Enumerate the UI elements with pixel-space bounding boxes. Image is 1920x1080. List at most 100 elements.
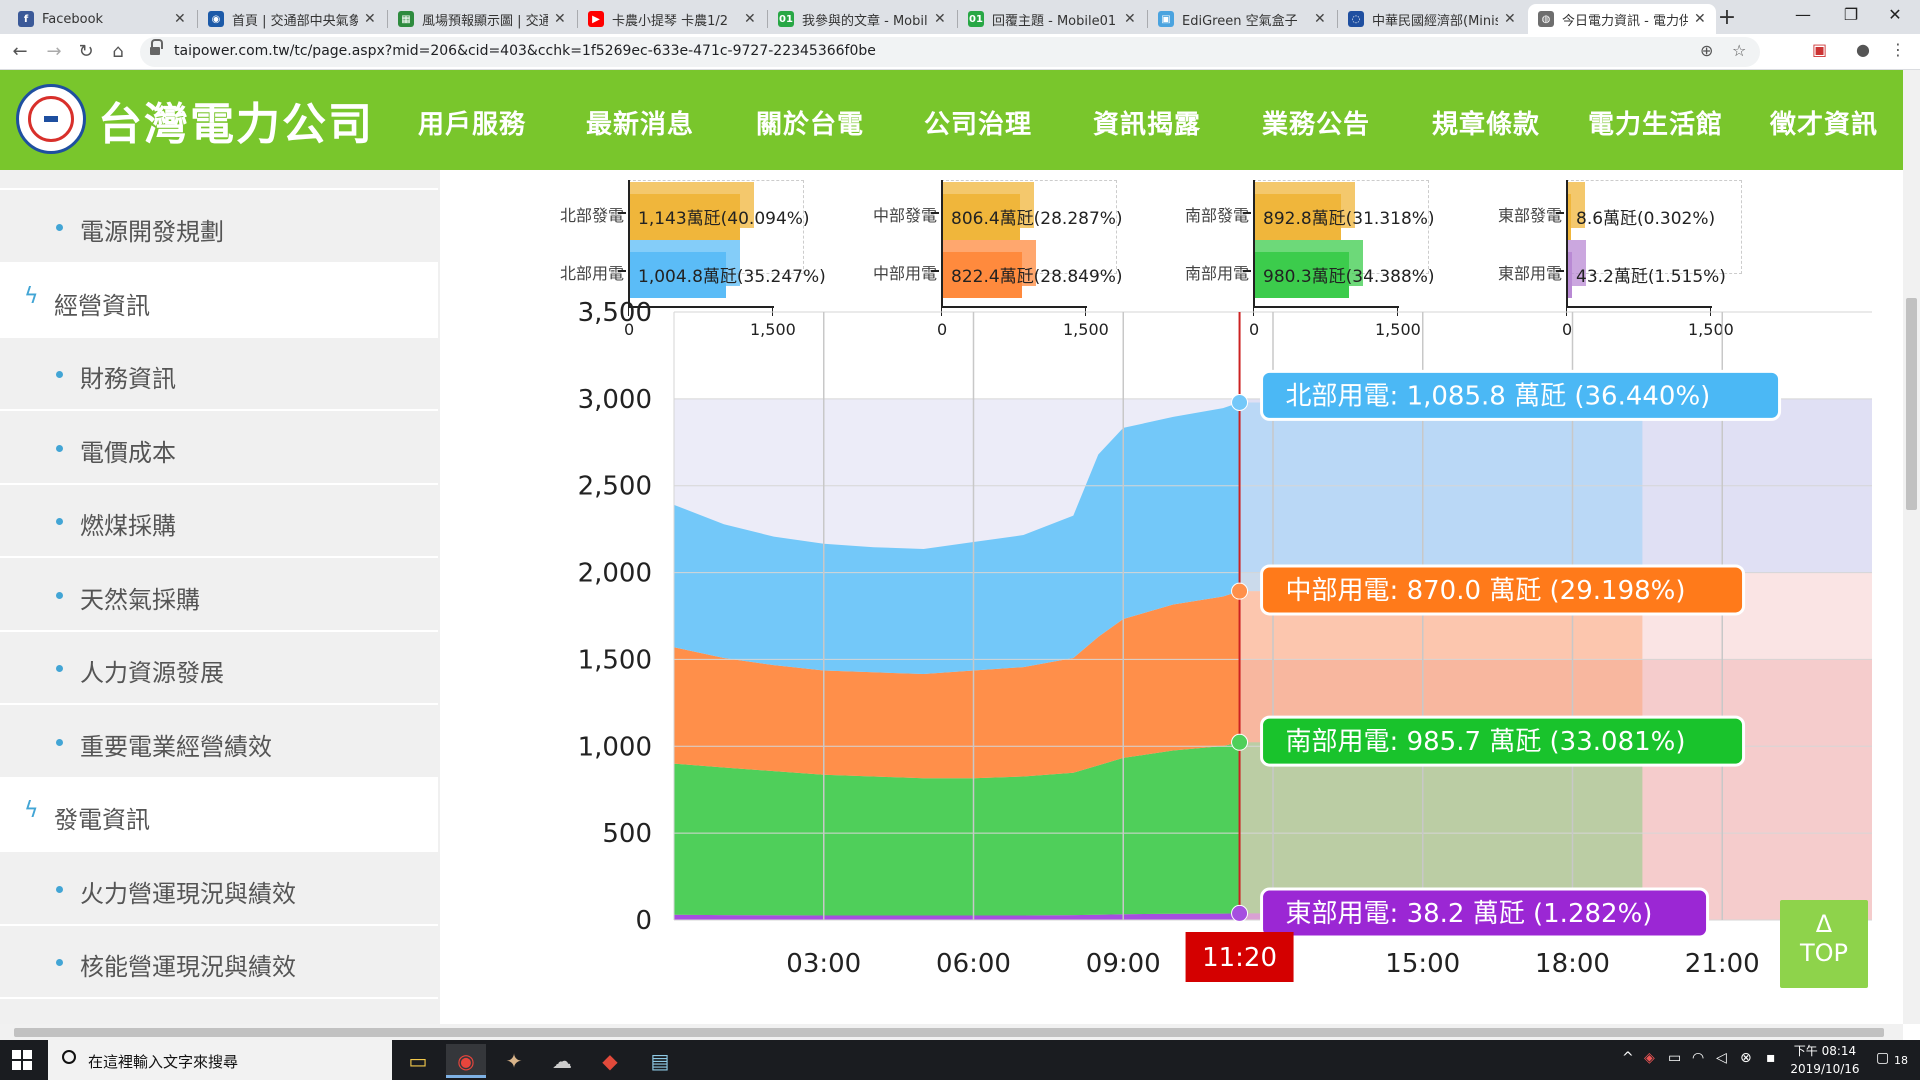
- sidebar-item[interactable]: 天然氣採購: [0, 558, 438, 630]
- browser-tab[interactable]: ◍ 今日電力資訊 - 電力供 ✕: [1528, 4, 1716, 34]
- notification-icon[interactable]: ▢: [1876, 1050, 1890, 1066]
- tab-favicon-icon: 01: [968, 11, 984, 27]
- region-use-bar[interactable]: [630, 240, 741, 298]
- scrollbar-thumb[interactable]: [1906, 298, 1917, 510]
- region-use-bar[interactable]: [1568, 240, 1587, 298]
- tab-close-icon[interactable]: ✕: [554, 11, 566, 27]
- tray-circle-icon[interactable]: ⊗: [1740, 1050, 1752, 1066]
- back-arrow-icon[interactable]: ←: [12, 41, 28, 62]
- taskbar-search-box[interactable]: 在這裡輸入文字來搜尋: [48, 1040, 392, 1080]
- series-marker[interactable]: [1231, 904, 1249, 922]
- menu-item[interactable]: 徵才資訊: [1770, 110, 1879, 140]
- tray-chevron-icon[interactable]: ^: [1622, 1050, 1634, 1066]
- tab-close-icon[interactable]: ✕: [1694, 11, 1706, 27]
- tray-battery-icon[interactable]: ▭: [1668, 1050, 1682, 1066]
- sidebar-item[interactable]: 火力營運現況與績效: [0, 852, 438, 924]
- region-gen-bar[interactable]: [1255, 182, 1355, 240]
- series-area-1[interactable]: [674, 742, 1240, 916]
- tab-close-icon[interactable]: ✕: [934, 11, 946, 27]
- series-marker[interactable]: [1231, 733, 1249, 751]
- home-icon[interactable]: ⌂: [112, 41, 124, 62]
- sidebar-item[interactable]: 燃煤採購: [0, 484, 438, 556]
- system-clock[interactable]: 下午 08:14 2019/10/16: [1790, 1042, 1860, 1078]
- menu-item[interactable]: 最新消息: [586, 110, 695, 140]
- region-gen-bar[interactable]: [943, 182, 1035, 240]
- chrome-icon[interactable]: ◉: [446, 1044, 486, 1078]
- bullet-dot-icon: [56, 518, 63, 525]
- logo-text[interactable]: 台灣電力公司: [98, 99, 374, 150]
- tab-close-icon[interactable]: ✕: [744, 11, 756, 27]
- tab-close-icon[interactable]: ✕: [174, 11, 186, 27]
- file-explorer-icon[interactable]: ▭: [408, 1049, 428, 1073]
- menu-dots-icon[interactable]: ⋮: [1890, 40, 1906, 59]
- sidebar-item[interactable]: 電價成本: [0, 411, 438, 483]
- chart-axis-line: [1566, 180, 1568, 308]
- series-marker[interactable]: [1231, 394, 1249, 412]
- ime-icon[interactable]: ▪: [1766, 1050, 1776, 1066]
- sidebar-item-label: 電價成本: [80, 438, 176, 467]
- windows-start-icon[interactable]: [12, 1050, 32, 1070]
- region-use-bar[interactable]: [1255, 240, 1364, 298]
- tab-close-icon[interactable]: ✕: [1124, 11, 1136, 27]
- series-marker[interactable]: [1231, 582, 1249, 600]
- browser-tab[interactable]: 01 回覆主題 - Mobile01 ✕: [958, 4, 1146, 34]
- menu-item[interactable]: 資訊揭露: [1093, 110, 1202, 140]
- close-window-button[interactable]: ✕: [1888, 5, 1902, 24]
- tab-close-icon[interactable]: ✕: [1314, 11, 1326, 27]
- series-area-2[interactable]: [674, 591, 1240, 779]
- axis-max-label: 1,500: [750, 320, 796, 339]
- app-notepad-icon[interactable]: ▤: [650, 1049, 670, 1073]
- tray-security-icon[interactable]: ◈: [1644, 1050, 1655, 1066]
- sidebar-item[interactable]: 財務資訊: [0, 337, 438, 409]
- wifi-icon[interactable]: ◠: [1692, 1050, 1705, 1066]
- extension-icon[interactable]: ▣: [1812, 40, 1828, 59]
- sidebar-item[interactable]: 重要電業經營績效: [0, 705, 438, 777]
- browser-tab[interactable]: ▦ 風場預報顯示圖 | 交通部 ✕: [388, 4, 576, 34]
- vertical-scrollbar[interactable]: [1903, 70, 1920, 1024]
- region-use-bar[interactable]: [943, 240, 1036, 298]
- horizontal-scrollbar[interactable]: [0, 1024, 1903, 1040]
- sidebar-item[interactable]: ϟ 發電資訊: [0, 778, 438, 850]
- reload-icon[interactable]: ↻: [78, 41, 94, 62]
- menu-item[interactable]: 公司治理: [924, 110, 1033, 140]
- menu-item[interactable]: 規章條款: [1432, 110, 1541, 140]
- scrollbar-thumb[interactable]: [14, 1028, 1884, 1037]
- sidebar-item[interactable]: 人力資源發展: [0, 631, 438, 703]
- app-bird-icon[interactable]: ✦: [505, 1049, 523, 1073]
- sidebar-item[interactable]: 核能營運現況與績效: [0, 925, 438, 997]
- tab-close-icon[interactable]: ✕: [364, 11, 376, 27]
- url-text[interactable]: taipower.com.tw/tc/page.aspx?mid=206&cid…: [174, 43, 876, 59]
- series-area-3[interactable]: [674, 402, 1240, 675]
- minimize-button[interactable]: —: [1795, 5, 1811, 24]
- tab-close-icon[interactable]: ✕: [1504, 11, 1516, 27]
- menu-item[interactable]: 業務公告: [1262, 110, 1371, 140]
- bookmark-star-icon[interactable]: ☆: [1732, 41, 1747, 60]
- menu-item[interactable]: 用戶服務: [418, 110, 527, 140]
- taipower-logo[interactable]: [16, 84, 86, 154]
- forward-arrow-icon[interactable]: →: [46, 41, 62, 62]
- browser-tab[interactable]: ▶ 卡農小提琴 卡農1/2 ✕: [578, 4, 766, 34]
- browser-tab[interactable]: ◉ 首頁 | 交通部中央氣象局 ✕: [198, 4, 386, 34]
- browser-tab[interactable]: ▣ EdiGreen 空氣盒子 ✕: [1148, 4, 1336, 34]
- new-tab-button[interactable]: +: [1717, 5, 1737, 30]
- menu-item[interactable]: 電力生活館: [1588, 110, 1724, 140]
- back-to-top-button[interactable]: Δ TOP: [1780, 900, 1868, 988]
- volume-icon[interactable]: ◁: [1716, 1050, 1727, 1066]
- browser-tab-bar: + — ❐ ✕ f Facebook ✕ ◉ 首頁 | 交通部中央氣象局 ✕ ▦ 風場預報顯示…: [0, 0, 1920, 34]
- app-red-icon[interactable]: ◆: [602, 1049, 618, 1073]
- series-area-0[interactable]: [674, 913, 1240, 920]
- app-cloud-icon[interactable]: ☁: [552, 1049, 572, 1073]
- clock-time: 下午 08:14: [1793, 1044, 1857, 1058]
- region-gen-bar[interactable]: [1568, 182, 1585, 240]
- maximize-button[interactable]: ❐: [1843, 5, 1859, 24]
- browser-tab[interactable]: 01 我參與的文章 - Mobile01 ✕: [768, 4, 956, 34]
- sidebar-item[interactable]: ϟ 經營資訊: [0, 263, 438, 336]
- browser-tab[interactable]: ◌ 中華民國經濟部(Ministry ✕: [1338, 4, 1526, 34]
- region-gen-bar[interactable]: [630, 182, 754, 240]
- zoom-icon[interactable]: ⊕: [1700, 41, 1714, 60]
- address-bar[interactable]: taipower.com.tw/tc/page.aspx?mid=206&cid…: [140, 37, 1760, 67]
- profile-icon[interactable]: ●: [1856, 40, 1870, 59]
- sidebar-item[interactable]: 電源開發規劃: [0, 190, 438, 262]
- menu-item[interactable]: 關於台電: [756, 110, 865, 140]
- browser-tab[interactable]: f Facebook ✕: [8, 4, 196, 34]
